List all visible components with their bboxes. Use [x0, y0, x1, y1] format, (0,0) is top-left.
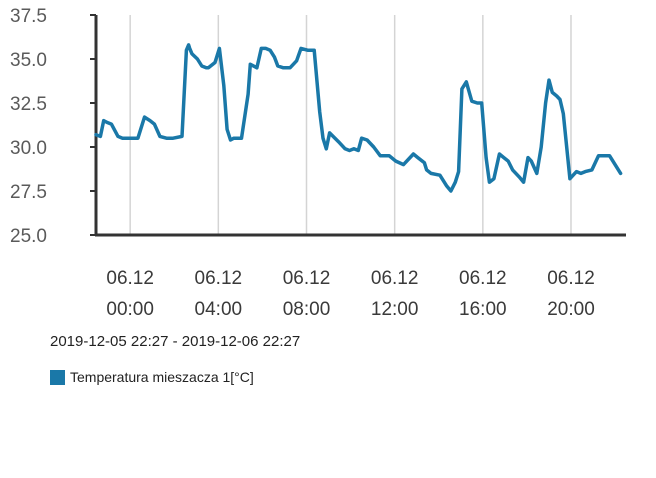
x-tick-time-0: 00:00 — [106, 299, 154, 320]
x-tick-date-2: 06.12 — [283, 268, 331, 289]
y-tick-label-0: 25.0 — [10, 226, 47, 247]
x-tick-date-1: 06.12 — [195, 268, 243, 289]
x-tick-time-3: 12:00 — [371, 299, 419, 320]
x-tick-time-1: 04:00 — [195, 299, 243, 320]
x-tick-time-5: 20:00 — [547, 299, 595, 320]
legend[interactable]: Temperatura mieszacza 1[°C] — [50, 369, 254, 385]
x-tick-date-4: 06.12 — [459, 268, 507, 289]
x-axis-tick-labels: 06.12 00:00 06.12 04:00 06.12 08:00 06.12 12:00… — [106, 268, 594, 320]
legend-swatch — [50, 369, 65, 385]
y-tick-label-1: 27.5 — [10, 182, 47, 203]
x-tick-date-3: 06.12 — [371, 268, 419, 289]
y-tick-label-5: 37.5 — [10, 6, 47, 27]
legend-label: Temperatura mieszacza 1[°C] — [70, 369, 254, 385]
series-layer — [94, 43, 623, 193]
x-tick-time-4: 16:00 — [459, 299, 507, 320]
vertical-gridlines — [129, 15, 572, 235]
x-tick-time-2: 08:00 — [283, 299, 331, 320]
x-tick-date-0: 06.12 — [106, 268, 154, 289]
x-tick-date-5: 06.12 — [547, 268, 595, 289]
y-axis-tick-labels: 25.0 27.5 30.0 32.5 35.0 37.5 — [10, 6, 96, 247]
date-range-label: 2019-12-05 22:27 - 2019-12-06 22:27 — [50, 333, 301, 350]
y-tick-label-3: 32.5 — [10, 94, 47, 115]
series-line-0 — [94, 43, 623, 193]
y-tick-label-4: 35.0 — [10, 50, 47, 71]
axes — [94, 15, 626, 237]
y-tick-label-2: 30.0 — [10, 138, 47, 159]
